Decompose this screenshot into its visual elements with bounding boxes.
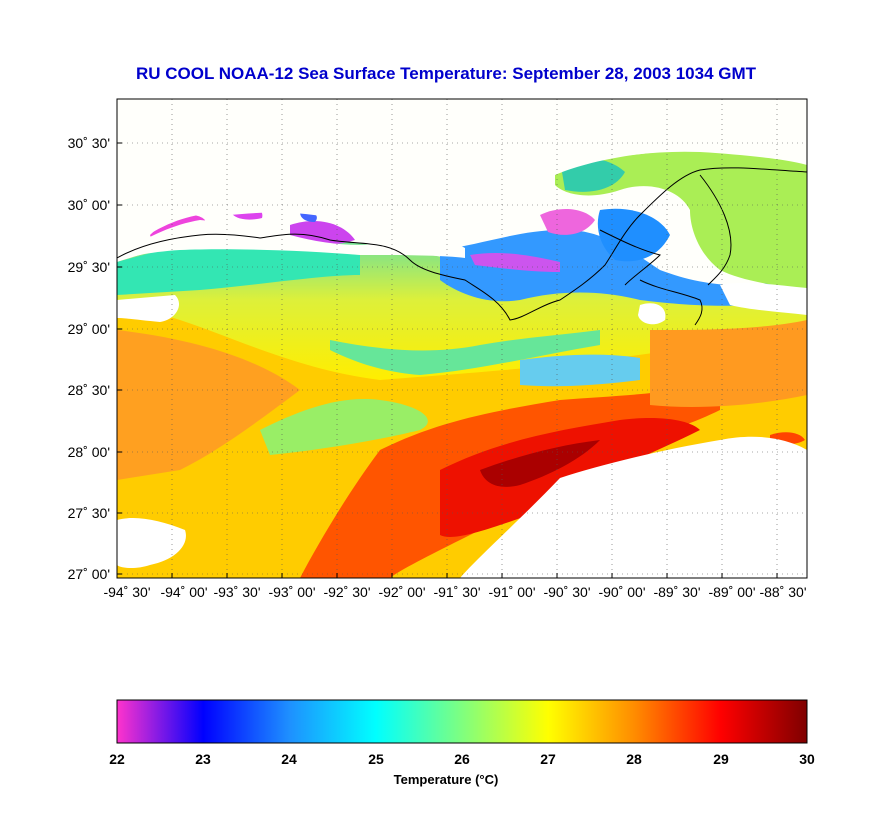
sst-field <box>117 99 807 578</box>
map-title: RU COOL NOAA-12 Sea Surface Temperature:… <box>135 64 757 83</box>
colorbar <box>116 699 808 744</box>
ytick-label: 28˚ 00' <box>67 444 110 460</box>
colorbar-tick-label: 28 <box>626 751 642 767</box>
ytick-label: 28˚ 30' <box>67 382 110 398</box>
xtick-label: -94˚ 30' <box>103 584 151 600</box>
colorbar-tick-label: 24 <box>281 751 297 767</box>
colorbar-tick-label: 26 <box>454 751 470 767</box>
ytick-label: 29˚ 00' <box>67 321 110 337</box>
ytick-label: 27˚ 30' <box>67 505 110 521</box>
map-grid <box>117 99 807 578</box>
colorbar-tick-label: 27 <box>540 751 556 767</box>
xtick-label: -89˚ 30' <box>653 584 701 600</box>
colorbar-tick-label: 23 <box>195 751 211 767</box>
colorbar-label: Temperature (°C) <box>393 772 499 787</box>
xtick-label: -89˚ 00' <box>708 584 756 600</box>
ytick-label: 27˚ 00' <box>67 566 110 582</box>
xtick-label: -93˚ 30' <box>213 584 261 600</box>
xtick-label: -91˚ 30' <box>433 584 481 600</box>
xtick-label: -92˚ 00' <box>378 584 426 600</box>
colorbar-tick-label: 29 <box>713 751 729 767</box>
xtick-label: -93˚ 00' <box>268 584 316 600</box>
xtick-label: -92˚ 30' <box>323 584 371 600</box>
ytick-label: 29˚ 30' <box>67 259 110 275</box>
ytick-label: 30˚ 00' <box>67 197 110 213</box>
colorbar-tick-label: 25 <box>368 751 384 767</box>
xtick-label: -88˚ 30' <box>759 584 807 600</box>
xtick-label: -90˚ 00' <box>598 584 646 600</box>
colorbar-tick-label: 30 <box>799 751 815 767</box>
colorbar-tick-label: 22 <box>109 751 125 767</box>
xtick-label: -90˚ 30' <box>543 584 591 600</box>
xtick-label: -94˚ 00' <box>160 584 208 600</box>
xtick-label: -91˚ 00' <box>488 584 536 600</box>
ytick-label: 30˚ 30' <box>67 135 110 151</box>
